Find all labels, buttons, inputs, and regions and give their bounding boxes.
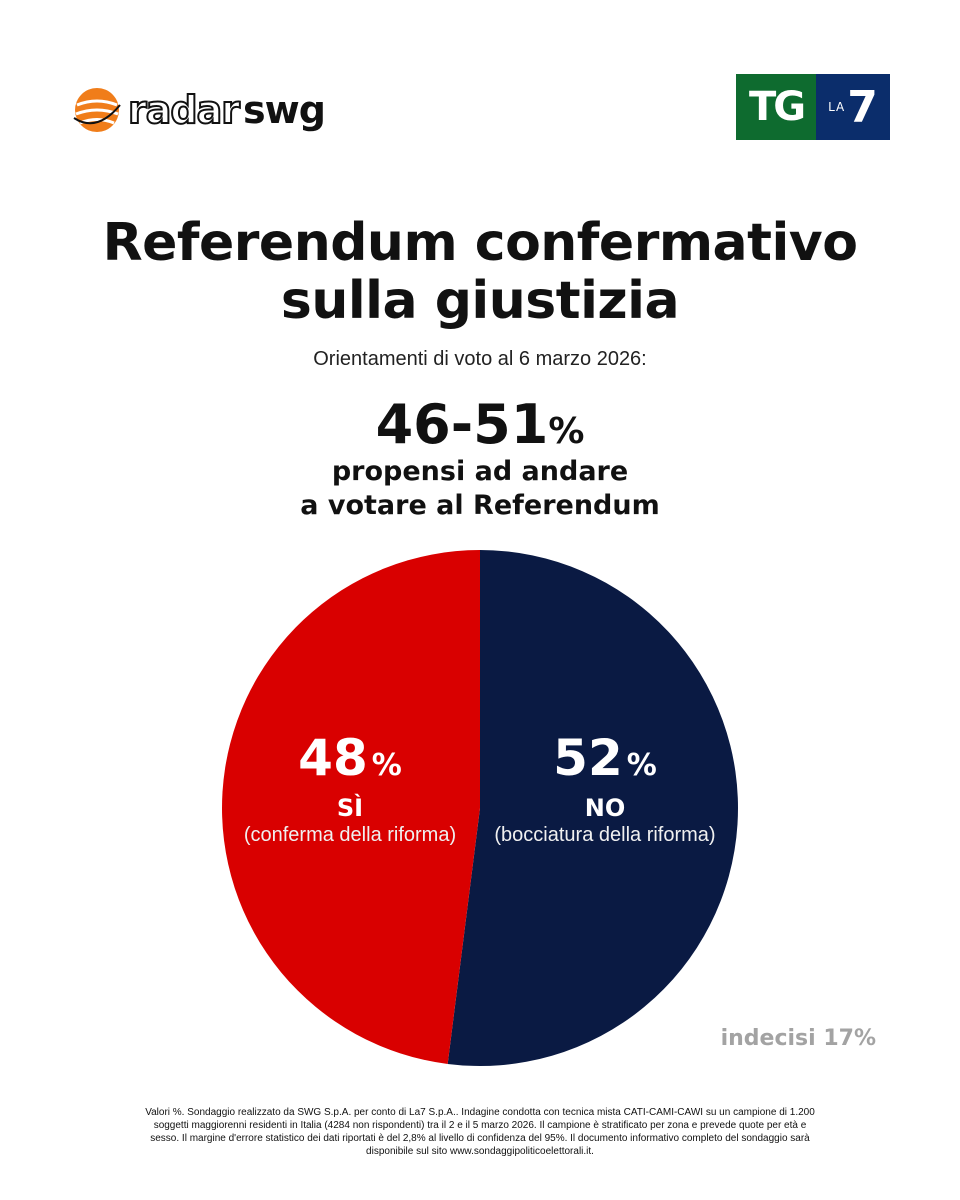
tg-la7-logo: TG LA 7 <box>736 74 890 140</box>
turnout-label-line1: propensi ad andare <box>331 456 629 487</box>
swg-logo-text: swg <box>242 88 326 132</box>
tg-logo-text: TG <box>736 74 816 140</box>
la7-logo-la: LA <box>828 100 846 114</box>
slice-desc-no: (bocciatura della riforma) <box>494 824 716 846</box>
turnout-range-unit: % <box>548 411 585 452</box>
chart-title-line2: sulla giustizia <box>280 271 680 331</box>
slice-unit-no: % <box>626 748 657 783</box>
slice-unit-si: % <box>371 748 402 783</box>
turnout-label: propensi ad andare a votare al Referendu… <box>0 455 960 523</box>
pie-slice-si <box>222 550 480 1064</box>
slice-name-si: SÌ <box>336 794 364 822</box>
radar-globe-icon <box>73 88 121 132</box>
undecided-label: indecisi 17% <box>720 1026 876 1051</box>
chart-title: Referendum confermativo sulla giustizia <box>0 214 960 330</box>
la7-logo: LA 7 <box>816 74 890 140</box>
turnout-range-value: 46-51 <box>375 393 549 456</box>
turnout-label-line2: a votare al Referendum <box>300 490 660 521</box>
slice-label-no: 52% NO (bocciatura della riforma) <box>480 730 730 848</box>
radar-swg-logo: radar swg <box>72 84 326 136</box>
radar-logo-text: radar <box>127 87 241 133</box>
pie-slice-no <box>447 550 739 1066</box>
la7-logo-7: 7 <box>847 81 878 133</box>
slice-value-si: 48 <box>298 729 368 787</box>
slice-name-no: NO <box>584 794 626 822</box>
slice-desc-si: (conferma della riforma) <box>243 824 457 846</box>
chart-title-line1: Referendum confermativo <box>102 213 858 273</box>
slice-label-si: 48% SÌ (conferma della riforma) <box>218 730 482 848</box>
slice-value-no: 52 <box>553 729 623 787</box>
chart-subtitle: Orientamenti di voto al 6 marzo 2026: <box>313 348 647 370</box>
methodology-footnote: Valori %. Sondaggio realizzato da SWG S.… <box>145 1107 815 1157</box>
turnout-range: 46-51% <box>0 393 960 456</box>
